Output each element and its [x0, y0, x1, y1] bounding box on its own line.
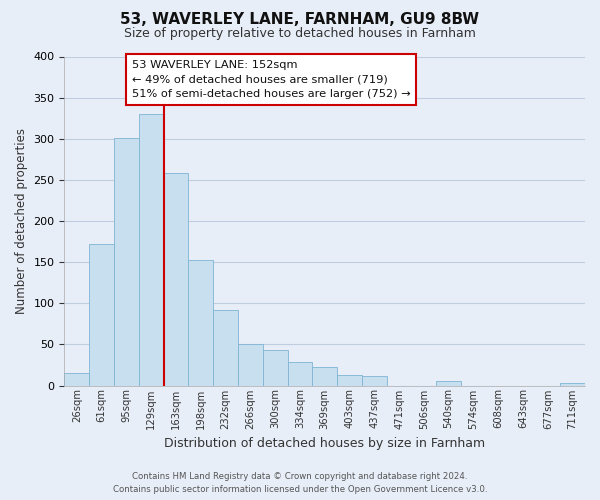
Bar — [313, 366, 337, 386]
Bar — [337, 375, 362, 386]
Bar — [263, 350, 287, 386]
Y-axis label: Number of detached properties: Number of detached properties — [15, 128, 28, 314]
Text: 53, WAVERLEY LANE, FARNHAM, GU9 8BW: 53, WAVERLEY LANE, FARNHAM, GU9 8BW — [121, 12, 479, 28]
Text: Size of property relative to detached houses in Farnham: Size of property relative to detached ho… — [124, 28, 476, 40]
Bar — [164, 174, 188, 386]
Bar — [238, 344, 263, 386]
Bar — [287, 362, 313, 386]
Bar — [436, 382, 461, 386]
Bar — [362, 376, 386, 386]
Bar — [213, 310, 238, 386]
Text: Contains HM Land Registry data © Crown copyright and database right 2024.
Contai: Contains HM Land Registry data © Crown c… — [113, 472, 487, 494]
Text: 53 WAVERLEY LANE: 152sqm
← 49% of detached houses are smaller (719)
51% of semi-: 53 WAVERLEY LANE: 152sqm ← 49% of detach… — [132, 60, 411, 100]
Bar — [139, 114, 164, 386]
Bar — [114, 138, 139, 386]
X-axis label: Distribution of detached houses by size in Farnham: Distribution of detached houses by size … — [164, 437, 485, 450]
Bar — [188, 260, 213, 386]
Bar — [89, 244, 114, 386]
Bar — [560, 383, 585, 386]
Bar — [64, 373, 89, 386]
